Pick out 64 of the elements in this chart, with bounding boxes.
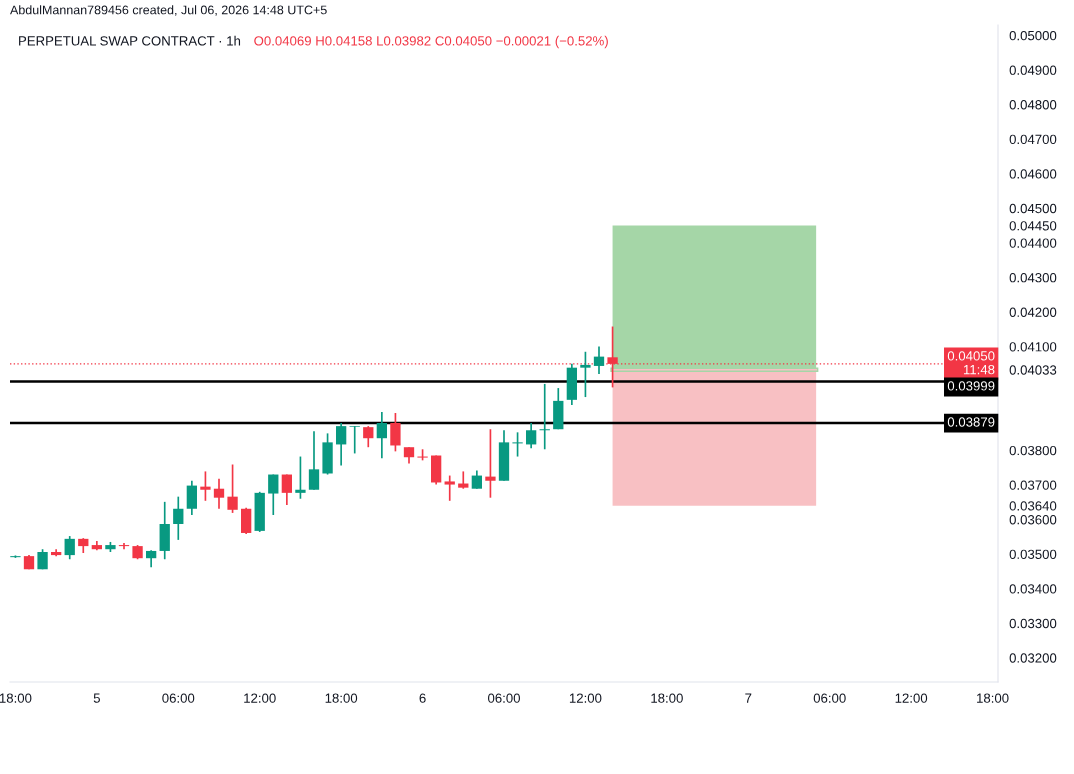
x-tick-label: 18:00 bbox=[0, 693, 32, 703]
y-tick-label: 0.04500 bbox=[1009, 203, 1057, 214]
y-tick-label: 0.04100 bbox=[1009, 342, 1057, 352]
candlestick bbox=[444, 474, 455, 502]
candlestick bbox=[458, 470, 469, 490]
y-tick-label: 0.05000 bbox=[1009, 30, 1057, 41]
ref-line-label: 0.03879 bbox=[947, 417, 995, 427]
x-tick-label: 06:00 bbox=[813, 693, 846, 703]
candlestick bbox=[512, 431, 523, 458]
y-tick-label: 0.03400 bbox=[1009, 584, 1057, 594]
x-tick-label: 6 bbox=[419, 693, 426, 703]
text: AbdulMannan789456 created, Jul 06, 2026 14:48 UTC+5 bbox=[10, 5, 327, 16]
x-tick-label: 18:00 bbox=[651, 693, 683, 703]
y-tick-label: 0.04300 bbox=[1009, 272, 1057, 283]
candlestick bbox=[525, 422, 537, 450]
candlestick bbox=[593, 345, 605, 375]
text: O0.04069 H0.04158 L0.03982 C0.04050 −0.00021 (−0.52%) bbox=[254, 35, 608, 49]
candlestick bbox=[363, 425, 374, 449]
y-tick-label: 0.03800 bbox=[1009, 445, 1057, 456]
x-tick-label: 06:00 bbox=[162, 693, 195, 703]
y-tick-label: 0.04200 bbox=[1009, 307, 1057, 317]
candlestick bbox=[186, 479, 198, 516]
y-tick-label: 0.04900 bbox=[1009, 65, 1057, 75]
x-tick-label: 06:00 bbox=[488, 693, 520, 703]
candlestick bbox=[213, 477, 225, 510]
y-tick-label: 0.03700 bbox=[1009, 480, 1057, 490]
candlestick bbox=[308, 430, 320, 491]
candlestick bbox=[335, 422, 347, 467]
candlestick bbox=[200, 470, 211, 502]
y-tick-label: 0.04033 bbox=[1009, 365, 1057, 375]
x-tick-label: 18:00 bbox=[325, 693, 358, 703]
y-tick-label: 0.03200 bbox=[1009, 653, 1057, 663]
candlestick bbox=[376, 411, 388, 460]
candlestick bbox=[64, 535, 75, 561]
x-tick-label: 7 bbox=[745, 693, 752, 703]
y-tick-label: 0.03500 bbox=[1009, 549, 1057, 559]
y-tick-label: 0.04700 bbox=[1009, 134, 1057, 145]
y-tick-label: 0.04600 bbox=[1009, 169, 1057, 179]
text: PERPETUAL SWAP CONTRACT · 1h bbox=[19, 35, 241, 46]
candlestick bbox=[580, 350, 591, 398]
y-tick-label: 0.03300 bbox=[1009, 618, 1057, 629]
candlestick bbox=[390, 412, 401, 453]
y-tick-label: 0.03640 bbox=[1009, 501, 1057, 511]
candlestick bbox=[227, 463, 238, 514]
candlestick bbox=[118, 542, 130, 551]
x-tick-label: 12:00 bbox=[895, 693, 928, 703]
y-tick-label: 0.04450 bbox=[1009, 221, 1057, 231]
candlestick bbox=[281, 473, 293, 506]
ref-line-label: 0.04050 11:48 bbox=[947, 351, 995, 375]
candlestick bbox=[173, 495, 184, 541]
y-tick-label: 0.04800 bbox=[1009, 100, 1057, 110]
candlestick bbox=[539, 383, 550, 451]
x-tick-label: 5 bbox=[93, 693, 100, 703]
candlestick bbox=[268, 473, 279, 516]
x-tick-label: 12:00 bbox=[244, 693, 276, 703]
candlestick bbox=[485, 428, 496, 499]
ref-line-label: 0.03999 bbox=[947, 381, 995, 391]
y-tick-label: 0.04400 bbox=[1009, 238, 1057, 248]
candlestick bbox=[295, 455, 306, 500]
x-tick-label: 12:00 bbox=[569, 693, 602, 703]
candlestick bbox=[471, 469, 483, 490]
y-tick-label: 0.03600 bbox=[1009, 515, 1057, 525]
candlestick bbox=[349, 425, 360, 455]
x-tick-label: 18:00 bbox=[977, 693, 1009, 703]
